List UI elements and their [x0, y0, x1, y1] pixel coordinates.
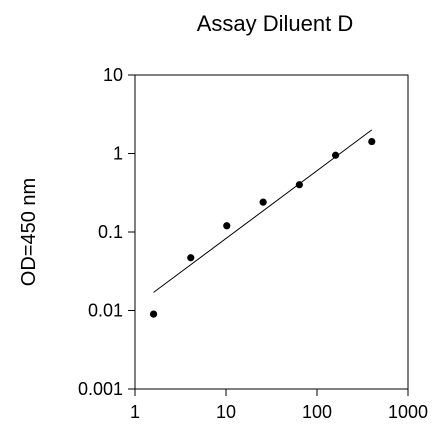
trendline-group	[153, 129, 373, 293]
y-tick-label: 1	[113, 144, 123, 164]
x-axis: 1 10 100 1000	[130, 389, 428, 422]
x-tick-label: 1	[130, 402, 140, 422]
data-point	[187, 254, 195, 262]
x-tick-label: 1000	[388, 402, 428, 422]
y-tick-label: 0.001	[78, 379, 123, 399]
data-point	[149, 310, 158, 318]
data-points	[149, 137, 376, 318]
y-tick-label: 0.1	[98, 222, 123, 242]
data-point	[295, 181, 303, 189]
x-tick-label: 100	[302, 402, 332, 422]
x-tick-label: 10	[216, 402, 236, 422]
trendline	[153, 129, 373, 293]
plot-area-frame	[134, 74, 409, 390]
y-axis: 0.001 0.01 0.1 1 10	[78, 65, 135, 399]
data-point	[259, 198, 267, 206]
data-point	[223, 222, 231, 230]
chart-title: Assay Diluent D	[197, 11, 354, 36]
data-point	[331, 151, 340, 159]
data-point	[368, 137, 376, 146]
y-axis-label: OD=450 nm	[18, 178, 40, 286]
y-tick-label: 0.01	[88, 301, 123, 321]
y-tick-label: 10	[103, 65, 123, 85]
